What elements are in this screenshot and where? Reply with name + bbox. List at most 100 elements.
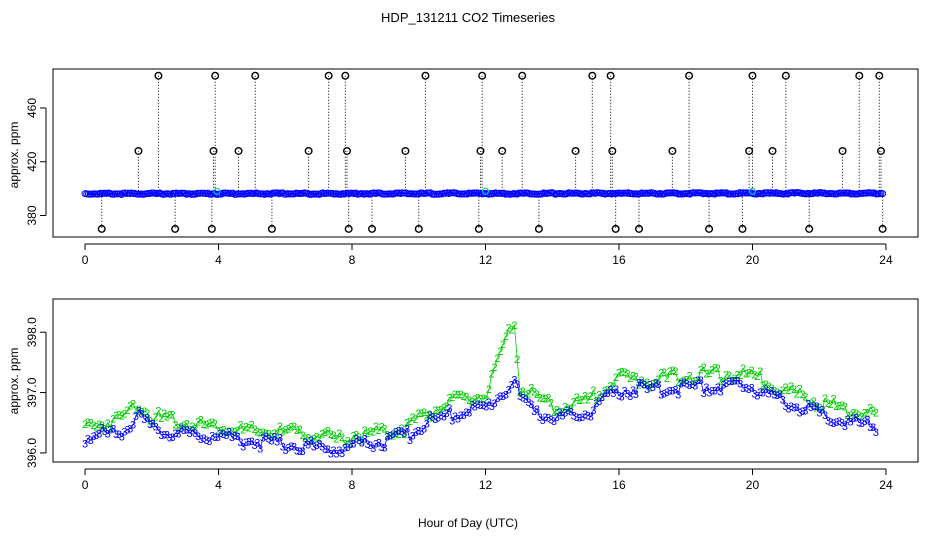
series-3-point: 3 [203, 435, 209, 447]
series-2-point: 2 [458, 389, 464, 401]
series-3-point: 3 [599, 392, 605, 404]
series-3-point: 3 [215, 432, 221, 444]
series-2-point: 2 [235, 425, 241, 437]
series-3-point: 3 [463, 407, 469, 419]
series-3-point: 3 [110, 424, 116, 436]
series-2-point: 2 [593, 396, 599, 408]
series-3-point: 3 [260, 433, 266, 445]
series-3-point: 3 [370, 443, 376, 455]
series-3-point: 3 [268, 436, 274, 448]
series-2-point: 2 [621, 367, 627, 379]
outlier-point [748, 71, 757, 80]
series-2-point: 2 [367, 426, 373, 438]
series-2-point: 2 [412, 414, 418, 426]
series-3-point: 3 [198, 434, 204, 446]
series-2-point: 2 [664, 373, 670, 385]
baseline-point [686, 190, 694, 198]
series-3-point: 3 [621, 385, 627, 397]
series-3-point: 3 [164, 430, 170, 442]
series-3-point: 3 [785, 403, 791, 415]
series-3-point: 3 [466, 408, 472, 420]
series-2-point: 2 [582, 390, 588, 402]
x-tick-label: 24 [879, 253, 893, 267]
series-3-point: 3 [557, 407, 563, 419]
outlier-point [344, 224, 353, 233]
series-2-point: 2 [452, 389, 458, 401]
series-3-point: 3 [396, 426, 402, 438]
series-2-point: 2 [509, 324, 515, 336]
series-2-point: 2 [732, 373, 738, 385]
series-3-point: 3 [831, 418, 837, 430]
outlier-point [154, 71, 163, 80]
series-2-point: 2 [661, 367, 667, 379]
series-3-point: 3 [192, 428, 198, 440]
series-3-point: 3 [266, 433, 272, 445]
series-3-point: 3 [319, 441, 325, 453]
series-2-point: 2 [573, 392, 579, 404]
series-2-point: 2 [192, 423, 198, 435]
series-3-point: 3 [486, 397, 492, 409]
series-3-point: 3 [636, 378, 642, 390]
series-3-point: 3 [201, 433, 207, 445]
series-2-point: 2 [271, 428, 277, 440]
series-3-point: 3 [475, 399, 481, 411]
series-2-point: 2 [780, 385, 786, 397]
series-3-point: 3 [246, 437, 252, 449]
series-2-point: 2 [432, 405, 438, 417]
series-2-point: 2 [102, 424, 108, 436]
series-2-point: 2 [93, 422, 99, 434]
series-2-point: 2 [232, 427, 238, 439]
cyan-point [213, 187, 221, 195]
series-2-point: 2 [353, 429, 359, 441]
series-2-point: 2 [605, 385, 611, 397]
series-2-point: 2 [816, 402, 822, 414]
series-3-point: 3 [774, 390, 780, 402]
series-2-point: 2 [596, 389, 602, 401]
series-3-point: 3 [627, 391, 633, 403]
series-3-point: 3 [596, 396, 602, 408]
baseline-point [734, 190, 742, 198]
baseline-point [845, 189, 853, 197]
series-3-point: 3 [150, 418, 156, 430]
series-2-point: 2 [565, 403, 571, 415]
series-2-point: 2 [503, 331, 509, 343]
x-tick-label: 4 [215, 478, 222, 492]
series-3-point: 3 [709, 385, 715, 397]
series-2-point: 2 [859, 412, 865, 424]
series-3-point: 3 [415, 426, 421, 438]
series-2-point: 2 [96, 419, 102, 431]
series-2-point: 2 [314, 431, 320, 443]
outlier-point [608, 146, 617, 155]
outlier-point [209, 146, 218, 155]
series-3-point: 3 [503, 389, 509, 401]
series-3-point: 3 [407, 435, 413, 447]
series-2-point: 2 [718, 376, 724, 388]
series-3-point: 3 [842, 421, 848, 433]
series-3-point: 3 [384, 431, 390, 443]
series-2-point: 2 [243, 421, 249, 433]
series-2-point: 2 [107, 423, 113, 435]
series-2-point: 2 [254, 426, 260, 438]
series-2-point: 2 [322, 427, 328, 439]
series-3-point: 3 [339, 448, 345, 460]
x-tick-label: 4 [215, 253, 222, 267]
series-2-point: 2 [85, 417, 91, 429]
series-3-point: 3 [299, 446, 305, 458]
series-3-point: 3 [161, 429, 167, 441]
baseline-point [427, 189, 435, 197]
panel-top: approx. ppm 0 4 8 12 16 20 24 380 420 460 [7, 68, 919, 267]
series-3-point: 3 [226, 426, 232, 438]
series-3-point: 3 [350, 438, 356, 450]
series-2-point: 2 [153, 412, 159, 424]
outlier-point [805, 224, 814, 233]
series-3-point: 3 [331, 445, 337, 457]
baseline-point [563, 190, 571, 198]
series-2-point: 2 [610, 381, 616, 393]
series-3-point: 3 [367, 440, 373, 452]
series-2-point: 2 [734, 370, 740, 382]
series-2-point: 2 [186, 424, 192, 436]
series-2-point: 2 [469, 396, 475, 408]
series-2-point: 2 [122, 409, 128, 421]
series-2-point: 2 [537, 392, 543, 404]
series-2-point: 2 [398, 423, 404, 435]
